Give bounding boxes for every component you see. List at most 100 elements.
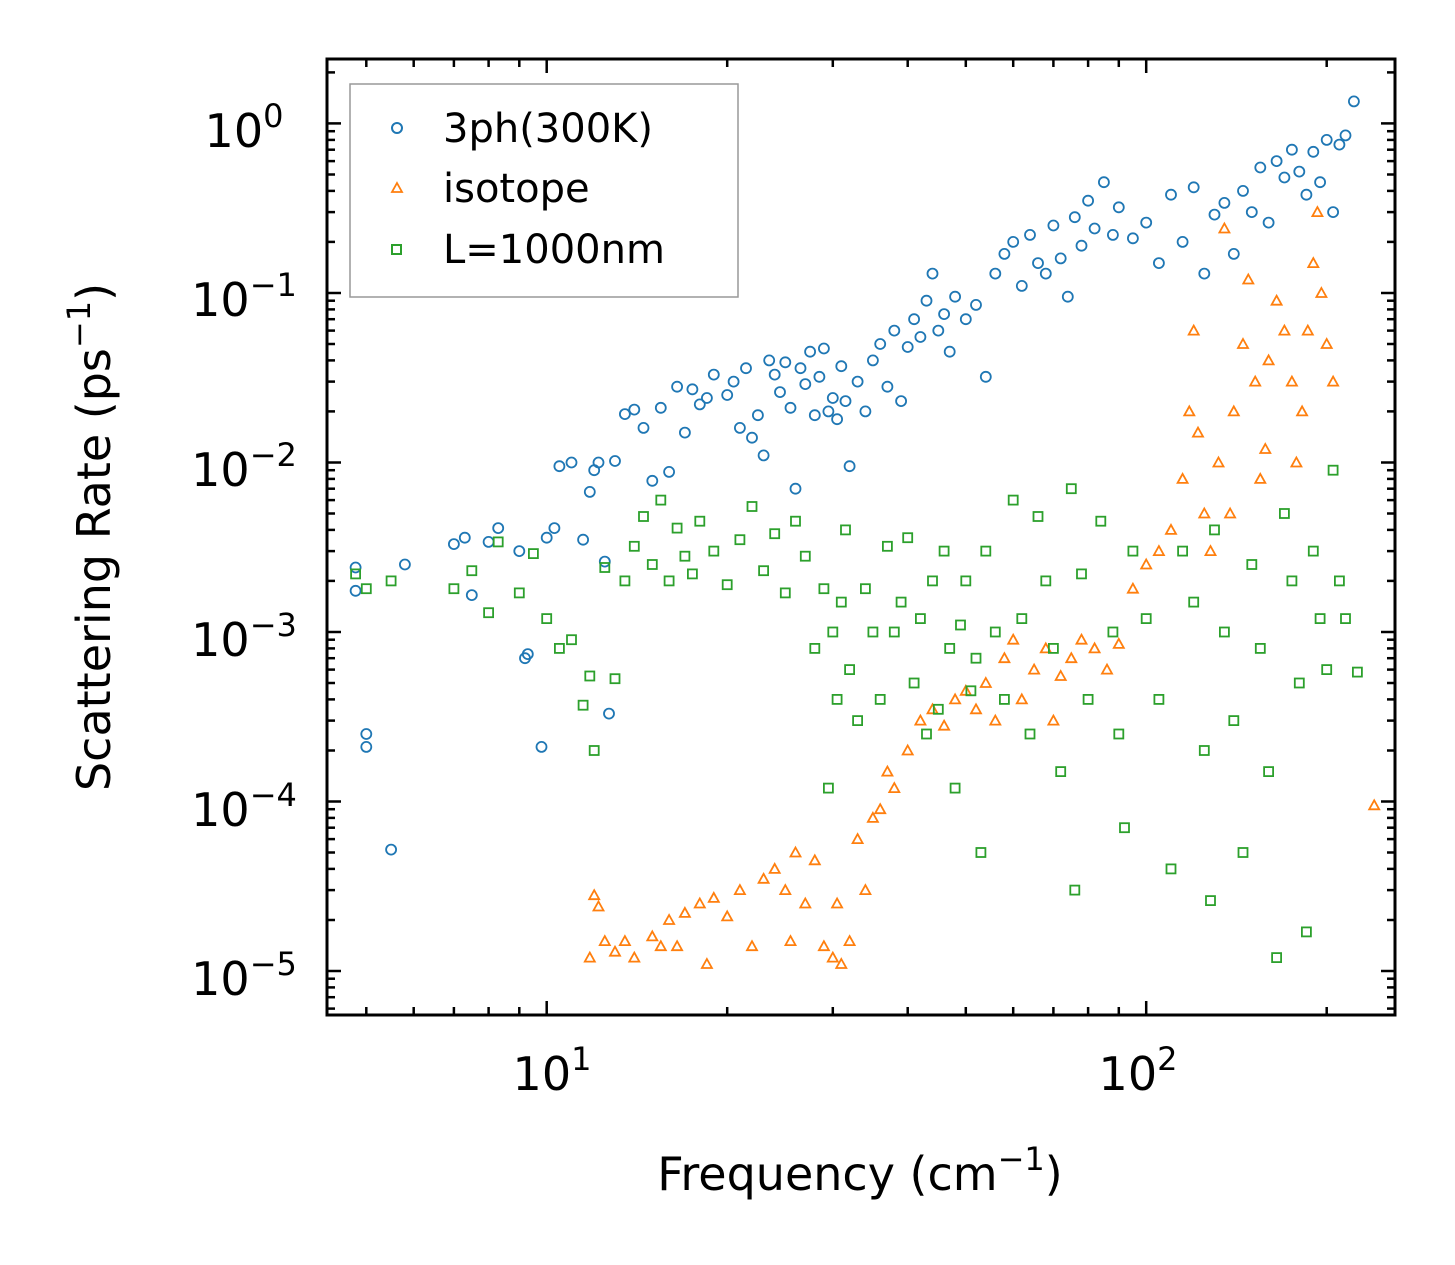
point-circle-0-112	[1262, 216, 1275, 229]
point-circle-0-88	[1039, 267, 1052, 280]
point-triangle-1-19	[768, 862, 782, 874]
point-circle-0-95	[1088, 222, 1101, 235]
point-circle-0-15	[540, 531, 553, 544]
point-triangle-1-74	[1253, 472, 1267, 484]
point-circle-0-28	[637, 421, 650, 434]
point-circle-0-106	[1208, 208, 1221, 221]
point-square-2-92	[1219, 626, 1230, 638]
point-square-2-14	[588, 745, 600, 756]
point-square-2-88	[1188, 596, 1200, 608]
point-square-2-42	[840, 524, 851, 536]
point-circle-0-44	[757, 449, 770, 462]
point-circle-0-66	[874, 338, 887, 350]
point-triangle-1-61	[1176, 472, 1190, 484]
point-circle-0-2	[360, 728, 373, 740]
point-triangle-1-4	[608, 944, 622, 957]
point-square-2-104	[1314, 613, 1326, 624]
point-square-2-31	[758, 565, 769, 577]
point-square-2-64	[975, 847, 987, 858]
point-square-2-66	[989, 626, 1001, 638]
point-triangle-1-80	[1289, 455, 1303, 468]
data-marks	[349, 95, 1381, 969]
point-circle-0-74	[926, 267, 939, 280]
point-triangle-1-79	[1285, 374, 1299, 387]
point-circle-0-3	[360, 741, 373, 753]
point-triangle-1-62	[1182, 404, 1196, 417]
point-circle-0-58	[826, 392, 839, 404]
point-square-2-6	[492, 536, 504, 548]
point-square-2-1	[360, 583, 372, 595]
point-circle-0-114	[1278, 171, 1291, 184]
point-circle-0-117	[1300, 188, 1313, 201]
point-square-2-79	[1095, 515, 1107, 527]
point-square-2-3	[448, 583, 460, 595]
point-square-2-73	[1048, 643, 1059, 654]
y-tick-label-5: 10−5	[191, 945, 297, 1006]
point-square-2-5	[483, 607, 495, 619]
point-triangle-1-3	[598, 934, 612, 946]
point-circle-0-96	[1098, 176, 1110, 189]
point-circle-0-39	[727, 375, 740, 388]
point-circle-0-10	[492, 522, 505, 534]
point-circle-0-89	[1047, 219, 1060, 232]
point-circle-0-57	[822, 405, 835, 418]
point-square-2-37	[818, 583, 830, 595]
point-square-2-4	[466, 565, 478, 577]
point-square-2-75	[1065, 483, 1077, 495]
point-circle-0-25	[609, 455, 621, 467]
point-square-2-20	[646, 559, 658, 570]
point-triangle-1-40	[948, 692, 962, 705]
point-triangle-1-70	[1227, 404, 1241, 417]
point-circle-0-118	[1307, 145, 1320, 158]
point-triangle-1-29	[843, 934, 857, 946]
point-triangle-1-84	[1310, 205, 1324, 217]
point-circle-0-109	[1237, 184, 1249, 197]
point-triangle-1-59	[1152, 544, 1166, 556]
point-triangle-1-6	[627, 950, 641, 963]
point-circle-0-68	[888, 324, 901, 337]
point-square-2-97	[1263, 766, 1274, 777]
y-tick-label-2: 10−2	[191, 436, 297, 497]
legend-box	[349, 83, 739, 298]
x-tick-label-2: 102	[1099, 1040, 1178, 1101]
point-square-2-9	[541, 613, 553, 624]
point-square-2-40	[831, 694, 843, 705]
point-circle-0-116	[1293, 165, 1306, 178]
point-square-2-27	[708, 545, 720, 557]
point-circle-0-121	[1327, 206, 1339, 219]
x-axis-title: Frequency (cm−1)	[657, 1140, 1062, 1201]
point-square-2-19	[638, 511, 649, 522]
point-triangle-1-10	[670, 939, 684, 952]
point-circle-0-42	[746, 431, 758, 444]
point-square-2-85	[1153, 694, 1165, 705]
legend-label-3ph: 3ph(300K)	[443, 106, 653, 152]
point-triangle-1-87	[1326, 374, 1340, 387]
point-triangle-1-56	[1112, 637, 1126, 649]
point-circle-0-17	[553, 460, 566, 473]
point-square-2-32	[769, 528, 781, 540]
point-triangle-1-16	[733, 883, 747, 895]
point-square-2-2	[385, 575, 397, 587]
point-circle-0-75	[932, 324, 945, 337]
point-circle-0-53	[804, 345, 816, 358]
point-circle-0-101	[1153, 257, 1165, 270]
point-square-2-39	[827, 626, 839, 638]
point-square-2-81	[1113, 728, 1125, 740]
point-triangle-1-54	[1088, 641, 1102, 654]
point-circle-0-69	[895, 395, 907, 408]
legend-label-l1000nm: L=1000nm	[443, 227, 665, 273]
point-triangle-1-66	[1203, 544, 1218, 556]
point-triangle-1-15	[720, 909, 734, 922]
point-triangle-1-39	[937, 718, 951, 731]
point-circle-0-76	[938, 308, 950, 321]
legend: 3ph(300K) isotope L=1000nm	[349, 83, 739, 298]
point-circle-0-63	[851, 375, 864, 388]
point-square-2-58	[944, 643, 956, 654]
y-tick-label-4: 10−4	[191, 776, 297, 837]
point-triangle-1-21	[783, 934, 798, 946]
point-triangle-1-69	[1223, 506, 1237, 519]
point-circle-0-7	[458, 531, 471, 544]
point-circle-0-32	[671, 380, 683, 393]
point-circle-0-72	[914, 331, 927, 343]
point-circle-0-8	[465, 589, 478, 601]
